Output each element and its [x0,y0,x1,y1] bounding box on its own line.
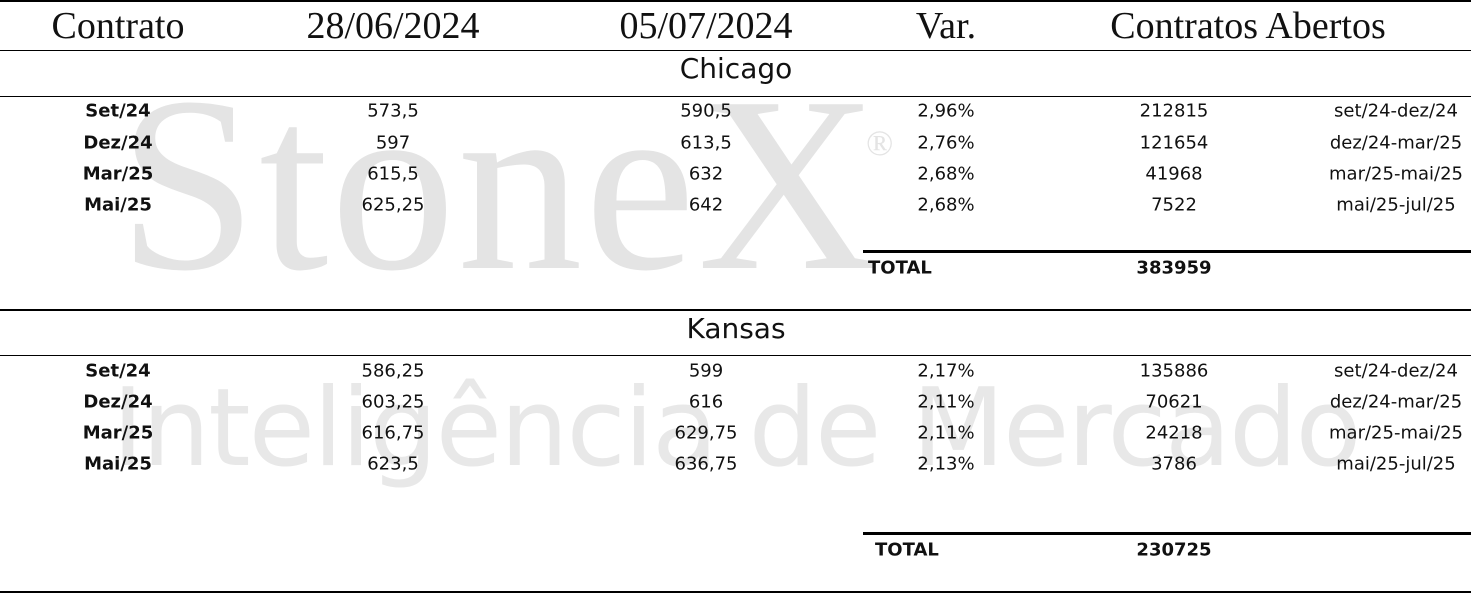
rule [0,591,1471,593]
contract-cell: Mar/25 [82,163,154,185]
total-value: 230725 [1136,539,1212,561]
data-cell: 613,5 [680,132,732,154]
data-cell: 24218 [1145,422,1203,444]
contract-cell: Mai/25 [84,453,152,475]
contract-cell: Set/24 [85,100,151,122]
header-cell: 05/07/2024 [619,5,793,47]
total-value: 383959 [1136,257,1212,279]
data-cell: 7522 [1151,194,1197,216]
contract-cell: Set/24 [85,360,151,382]
data-cell: 573,5 [367,100,419,122]
header-cell: Contratos Abertos [1110,5,1386,47]
section-title: Kansas [686,312,786,345]
data-cell: dez/24-mar/25 [1329,132,1463,154]
data-cell: 625,25 [361,194,425,216]
data-cell: 586,25 [361,360,425,382]
data-cell: 70621 [1145,391,1203,413]
data-cell: 590,5 [680,100,732,122]
watermark-subtitle: Inteligência de Mercado [112,366,1362,491]
data-cell: 3786 [1151,453,1197,475]
data-cell: 616,75 [361,422,425,444]
data-cell: 41968 [1145,163,1203,185]
contract-cell: Mar/25 [82,422,154,444]
rule [0,96,1471,97]
data-cell: 2,13% [917,453,975,475]
data-cell: 616 [688,391,724,413]
data-cell: 212815 [1139,100,1209,122]
data-cell: 135886 [1139,360,1209,382]
total-label: TOTAL [875,539,939,561]
data-cell: set/24-dez/24 [1334,100,1458,122]
data-cell: mar/25-mai/25 [1329,422,1463,444]
data-cell: dez/24-mar/25 [1329,391,1463,413]
data-cell: 2,11% [917,391,975,413]
data-cell: mai/25-jul/25 [1336,194,1456,216]
header-cell: 28/06/2024 [306,5,480,47]
data-cell: set/24-dez/24 [1334,360,1458,382]
data-cell: 2,68% [917,194,975,216]
rule [863,532,1471,535]
data-cell: 121654 [1139,132,1209,154]
data-cell: mai/25-jul/25 [1336,453,1456,475]
rule [863,250,1471,253]
data-cell: 2,68% [917,163,975,185]
data-cell: 615,5 [367,163,419,185]
contract-cell: Dez/24 [83,132,153,154]
data-cell: 603,25 [361,391,425,413]
contract-cell: Dez/24 [83,391,153,413]
data-cell: 623,5 [367,453,419,475]
rule [0,50,1471,51]
data-cell: 2,76% [917,132,975,154]
data-cell: 636,75 [674,453,738,475]
data-cell: 597 [375,132,411,154]
contract-cell: Mai/25 [84,194,152,216]
data-cell: 599 [688,360,724,382]
watermark-registered: ® [866,123,894,163]
data-cell: 642 [688,194,724,216]
header-cell: Contrato [51,5,185,47]
rule [0,355,1471,356]
data-cell: 2,11% [917,422,975,444]
header-cell: Var. [915,5,977,47]
data-cell: 629,75 [674,422,738,444]
section-title: Chicago [679,52,793,85]
data-cell: 2,17% [917,360,975,382]
data-cell: 2,96% [917,100,975,122]
watermark-logo: StoneX [118,46,880,323]
rule [0,309,1471,311]
data-cell: 632 [688,163,724,185]
data-cell: mar/25-mai/25 [1329,163,1463,185]
total-label: TOTAL [868,257,932,279]
rule [0,0,1471,2]
